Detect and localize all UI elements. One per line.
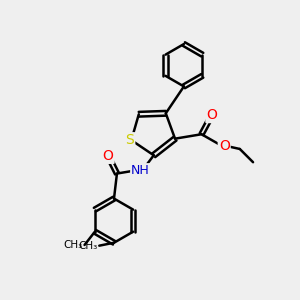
Text: O: O <box>206 108 217 122</box>
Text: O: O <box>219 139 230 153</box>
Text: NH: NH <box>131 164 150 177</box>
Text: CH₃: CH₃ <box>79 241 98 251</box>
Text: S: S <box>125 133 134 147</box>
Text: O: O <box>103 149 113 163</box>
Text: CH₃: CH₃ <box>64 240 83 250</box>
